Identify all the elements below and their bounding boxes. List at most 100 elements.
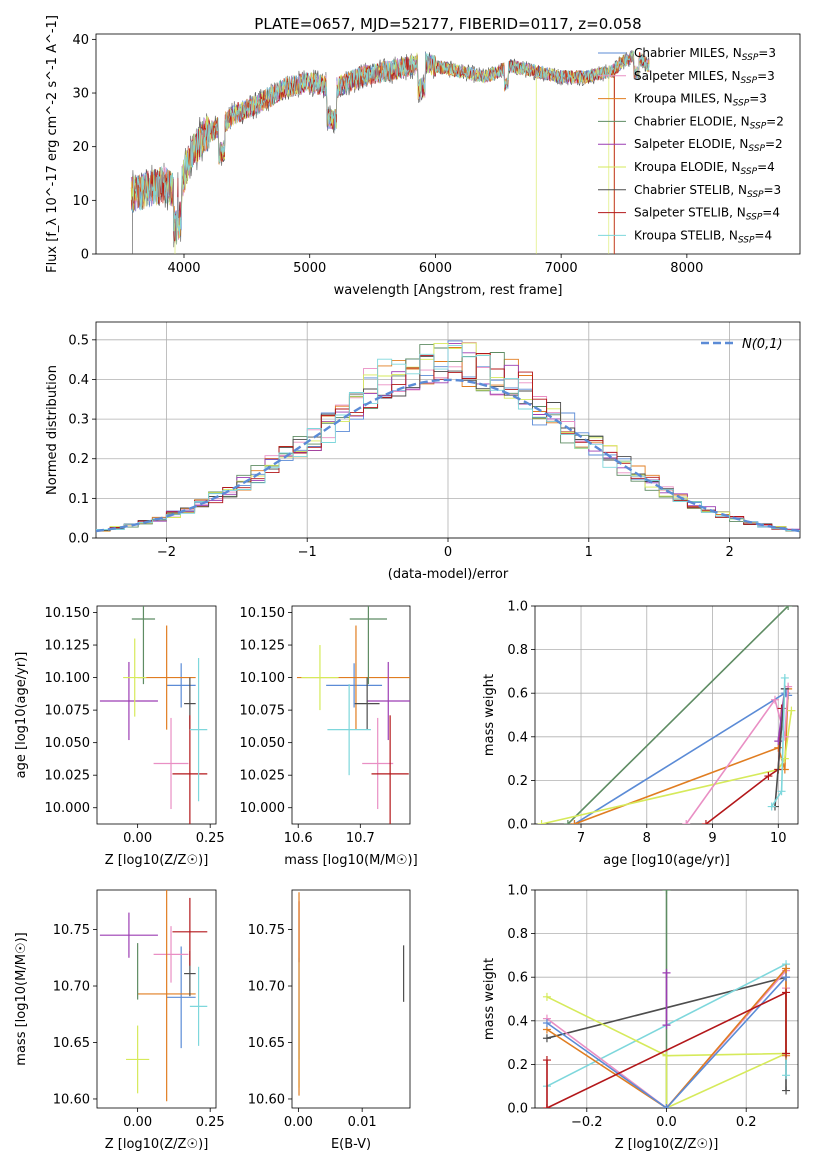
age-vs-mass-ytick-label: 10.050 [240,736,286,751]
residuals-xtick-label: 1 [585,545,593,560]
weight-vs-Z-marker-7 [782,1049,791,1058]
legend-sub: SSP [741,76,758,86]
weight-vs-age-xlabel: age [log10(age/yr)] [603,853,730,868]
residuals-xtick-label: −2 [157,545,176,560]
legend-count: =4 [757,160,775,174]
age-vs-Z-ytick-label: 10.100 [45,671,91,686]
legend-count: =3 [764,183,782,197]
spectrum-series-8 [130,50,650,242]
legend-count: =3 [757,69,775,83]
weight-vs-Z-marker-7 [542,1104,551,1108]
residuals-xtick-label: −1 [298,545,317,560]
weight-vs-age-marker-8 [777,787,786,796]
weight-vs-Z-marker-2 [782,964,791,973]
weight-vs-Z-marker-5 [542,992,551,1001]
weight-vs-age-line-5 [541,710,793,824]
spectrum-xtick-label: 5000 [293,261,326,276]
age-vs-mass-plot [296,606,410,824]
legend-label-8: Kroupa STELIB, NSSP=4 [634,228,772,245]
weight-vs-Z-marker-5 [662,1051,671,1060]
mass-vs-Z-ylabel: mass [log10(M/M☉)] [14,932,29,1065]
age-vs-Z-ytick-label: 10.150 [45,606,91,621]
legend-sub: SSP [742,53,759,63]
residuals-ytick-label: 0.1 [68,492,89,507]
mass-vs-EBV-xtick-label: 0.00 [284,1115,313,1130]
age-vs-mass-axes: 10.6 10.7 10.000 10.025 10.050 10.075 10.100 10… [240,605,418,868]
weight-vs-Z-ytick-label: 0.0 [507,1102,528,1117]
weight-vs-Z-ytick-label: 0.8 [507,927,528,942]
weight-vs-age-ytick-label: 0.2 [507,774,528,789]
mass-vs-EBV-ytick-label: 10.75 [248,923,285,938]
legend-sub: SSP [738,235,755,245]
weight-vs-Z-xtick-label: 0.2 [736,1115,757,1130]
mass-vs-EBV-ytick-label: 10.65 [248,1036,285,1051]
age-vs-Z-ylabel: age [log10(age/yr)] [14,652,29,779]
mass-vs-EBV-axes: 0.00 0.01 10.60 10.65 10.70 10.75 E(B-V) [248,889,411,1152]
legend-sub: SSP [750,121,767,131]
weight-vs-age-line-1 [685,686,789,824]
legend-label-4: Salpeter ELODIE, NSSP=2 [634,137,783,154]
weight-vs-Z-marker-3 [662,890,671,894]
mass-vs-EBV-xtick-label: 0.01 [348,1115,377,1130]
age-vs-mass-frame [291,605,411,825]
spectrum-ytick-label: 20 [72,140,89,155]
legend-label-0: Chabrier MILES, NSSP=3 [634,46,776,63]
age-vs-mass-ytick-label: 10.100 [240,671,286,686]
mass-vs-Z-axes: 0.00 0.25 10.60 10.65 10.70 10.75 Z [log10(Z/Z… [14,889,225,1152]
weight-vs-age-ytick-label: 0.6 [507,687,528,702]
weight-vs-age-frame [534,605,799,825]
mass-vs-EBV-plot [298,892,405,1096]
spectrum-ylabel: Flux [f_λ 10^-17 erg cm^-2 s^-1 A^-1] [45,15,60,273]
age-vs-Z-xtick-label: 0.25 [196,831,225,846]
weight-vs-age-xtick-label: 8 [643,831,651,846]
weight-vs-Z-axes: −0.2 0.0 0.2 0.0 0.2 0.4 0.6 0.8 1.0 Z [log10(Z/Z… [482,884,799,1152]
legend-count: =2 [766,114,784,128]
residuals-xlabel: (data-model)/error [388,567,509,582]
weight-vs-Z-plot [542,890,791,1108]
legend-count: =3 [749,92,767,106]
age-vs-mass-xtick-label: 10.6 [284,831,313,846]
legend-label-3: Chabrier ELODIE, NSSP=2 [634,114,784,131]
age-vs-Z-ytick-label: 10.025 [45,769,91,784]
spectrum-xtick-label: 7000 [545,261,578,276]
weight-vs-age-marker-3 [563,820,572,824]
weight-vs-Z-ytick-label: 1.0 [507,884,528,899]
spectrum-ytick-label: 40 [72,33,89,48]
weight-vs-Z-xtick-label: −0.2 [571,1115,603,1130]
spectrum-xlabel: wavelength [Angstrom, rest frame] [334,283,563,298]
weight-vs-age-line-3 [567,606,789,824]
weight-vs-age-marker-5 [537,820,546,824]
age-vs-mass-ytick-label: 10.150 [240,606,286,621]
weight-vs-Z-ytick-label: 0.4 [507,1014,528,1029]
weight-vs-age-xtick-label: 7 [577,831,585,846]
legend-count: =2 [765,137,783,151]
residuals-ytick-label: 0.3 [68,413,89,428]
weight-vs-Z-marker-8 [782,1071,791,1080]
weight-vs-age-ytick-label: 1.0 [507,600,528,615]
age-vs-Z-ytick-label: 10.075 [45,704,91,719]
weight-vs-age-marker-3 [784,606,793,610]
spectrum-plot [130,50,650,254]
age-vs-mass-ytick-label: 10.075 [240,704,286,719]
spectrum-xtick-label: 8000 [670,261,703,276]
age-vs-Z-axes: 0.00 0.25 10.000 10.025 10.050 10.075 10.100 10… [14,605,225,868]
weight-vs-age-xtick-label: 9 [708,831,716,846]
weight-vs-Z-marker-0 [542,1018,551,1027]
spectrum-ytick-label: 30 [72,87,89,102]
mass-vs-Z-ytick-label: 10.70 [53,980,90,995]
spectrum-series-7 [130,51,650,254]
weight-vs-age-marker-5 [787,706,796,715]
weight-vs-Z-marker-6 [782,1086,791,1095]
weight-vs-age-plot [537,606,796,824]
residuals-ylabel: Normed distribution [45,365,60,495]
weight-vs-age-xtick-label: 10 [770,831,787,846]
spectrum-legend: Chabrier MILES, NSSP=3 Salpeter MILES, NS… [598,46,784,245]
weight-vs-Z-ytick-label: 0.6 [507,971,528,986]
legend-sub: SSP [746,213,763,223]
spectrum-xtick-label: 6000 [419,261,452,276]
weight-vs-age-ytick-label: 0.0 [507,818,528,833]
legend-count: =3 [758,46,776,60]
mass-vs-Z-frame [96,889,217,1109]
weight-vs-age-marker-7 [764,772,773,781]
